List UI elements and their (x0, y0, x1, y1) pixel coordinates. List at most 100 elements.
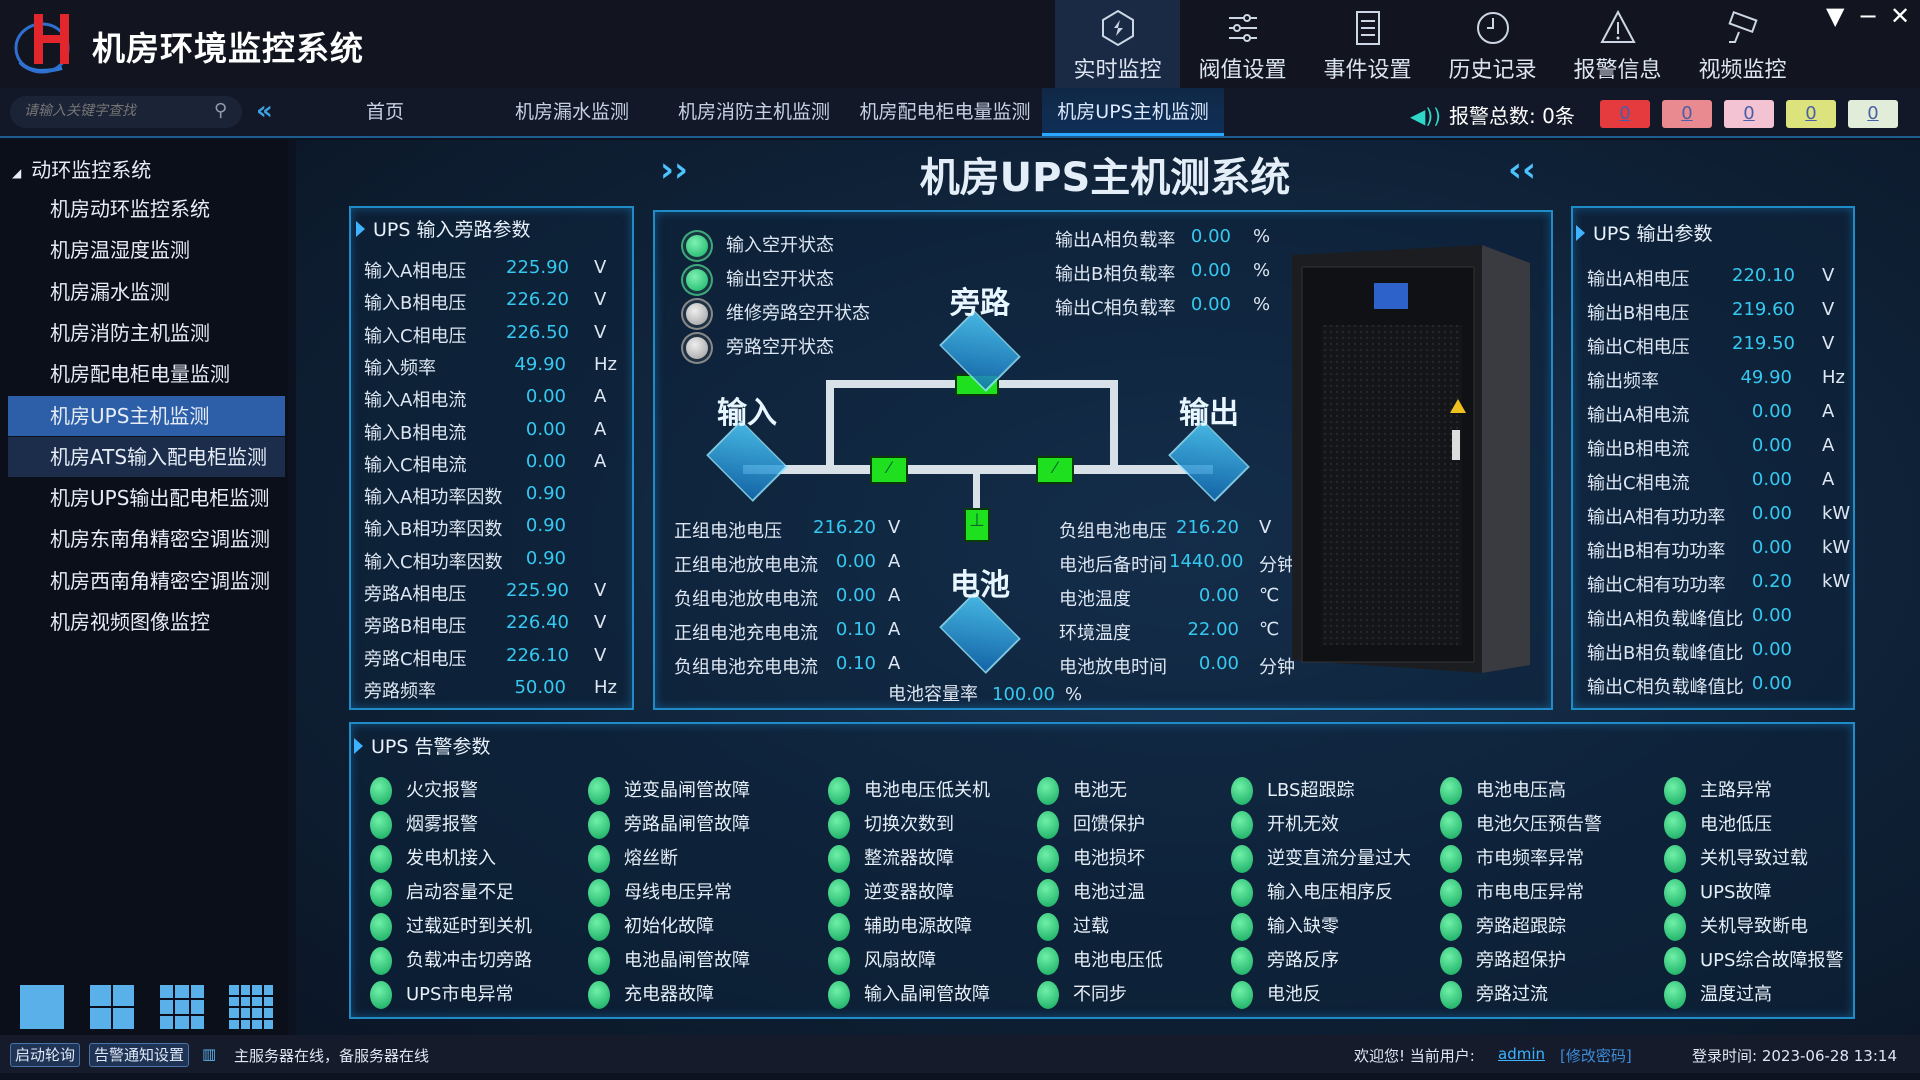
tab-2[interactable]: 机房消防主机监测 (677, 101, 830, 123)
alarm-item: UPS市电异常 (370, 980, 513, 1009)
param-unit: V (1822, 333, 1835, 354)
alarm-label: LBS超跟踪 (1267, 780, 1355, 801)
status-indicator-icon (686, 303, 708, 325)
layout-3x3-icon[interactable] (160, 985, 204, 1029)
param-value: 219.60 (1732, 299, 1795, 320)
layout-1x1-icon[interactable] (20, 985, 64, 1029)
sidebar-item[interactable]: 机房配电柜电量监测 (50, 362, 230, 387)
alarm-label: 旁路晶闸管故障 (624, 814, 750, 835)
alarm-item: 熔丝断 (588, 844, 678, 873)
collapse-sidebar-icon[interactable]: « (256, 96, 273, 126)
topnav-sliders[interactable]: 阀值设置 (1180, 0, 1305, 88)
tab-3[interactable]: 机房配电柜电量监测 (859, 101, 1031, 123)
param-value: 0.00 (1751, 639, 1792, 660)
alarm-notify-settings-button[interactable]: 告警通知设置 (89, 1043, 190, 1067)
minimize-button[interactable]: − (1858, 2, 1879, 30)
start-polling-button[interactable]: 启动轮询 (10, 1043, 81, 1067)
topnav-camera[interactable]: 视频监控 (1680, 0, 1805, 88)
param-unit: A (594, 418, 607, 440)
sidebar-item[interactable]: 机房UPS主机监测 (8, 395, 285, 436)
title-arrow-left-icon: ‹‹ (1508, 150, 1537, 190)
status-indicator-icon (686, 235, 708, 257)
breaker-status: 维修旁路空开状态 (686, 299, 870, 325)
sidebar-item[interactable]: 机房温湿度监测 (50, 238, 190, 263)
alarm-level-count-3[interactable]: 0 (1786, 100, 1836, 128)
expand-triangle-icon: ◢ (12, 166, 22, 180)
param-value: 0.00 (525, 450, 566, 472)
alarm-item: 市电电压异常 (1440, 878, 1584, 907)
param-value: 0.00 (1751, 469, 1792, 490)
topnav-clock[interactable]: 历史记录 (1430, 0, 1555, 88)
layout-2x2-icon[interactable] (90, 985, 134, 1029)
param-value: 0.00 (1751, 503, 1792, 524)
sidebar-item[interactable]: 机房漏水监测 (50, 279, 170, 304)
sidebar-item[interactable]: 机房动环监控系统 (50, 197, 210, 221)
param-unit: V (594, 612, 607, 634)
alarm-level-count-0[interactable]: 0 (1600, 100, 1650, 128)
topnav-warning[interactable]: 报警信息 (1555, 0, 1680, 88)
param-row: 旁路C相电压 226.10 V (364, 645, 606, 671)
alarm-item: 关机导致断电 (1664, 912, 1808, 941)
search-input[interactable] (24, 102, 204, 118)
alarm-status-indicator-icon (1231, 777, 1253, 805)
node-bypass: 旁路 (925, 278, 1035, 392)
param-unit: Hz (1822, 367, 1845, 388)
param-unit: A (888, 551, 901, 572)
param-unit: A (888, 653, 901, 674)
welcome-text: 欢迎您! 当前用户: (1354, 1047, 1475, 1065)
node-output-label: 输出 (1179, 396, 1239, 431)
tab-1[interactable]: 机房漏水监测 (514, 101, 629, 123)
param-label: 输入C相电流 (364, 454, 467, 476)
tab-0[interactable]: 首页 (365, 101, 404, 123)
battery-capacity: 电池容量率 100.00% (888, 680, 1082, 706)
sidebar-item[interactable]: 机房ATS输入配电柜监测 (8, 436, 285, 477)
param-row: 旁路A相电压 225.90 V (364, 580, 606, 606)
menu-dropdown-button[interactable]: ▼ (1826, 2, 1845, 30)
param-unit: % (1253, 294, 1271, 315)
tree-root[interactable]: ◢ 动环监控系统 (12, 154, 151, 183)
alarm-label: 电池无 (1073, 780, 1127, 801)
alarm-status-indicator-icon (1664, 811, 1686, 839)
alarm-status-indicator-icon (588, 947, 610, 975)
alarm-item: UPS故障 (1664, 878, 1771, 907)
alarm-item: 过载 (1037, 912, 1109, 941)
node-bypass-label: 旁路 (950, 286, 1010, 321)
battery-param-row: 环境温度 22.00 ℃ (1059, 619, 1279, 645)
alarm-item: LBS超跟踪 (1231, 776, 1355, 805)
sidebar-item[interactable]: 机房消防主机监测 (50, 320, 210, 345)
alarm-level-count-4[interactable]: 0 (1848, 100, 1898, 128)
alarm-status-indicator-icon (588, 845, 610, 873)
alarm-level-count-1[interactable]: 0 (1662, 100, 1712, 128)
alarm-level-count-2[interactable]: 0 (1724, 100, 1774, 128)
ups-alarm-panel-title: UPS 告警参数 (354, 732, 490, 759)
topnav-label: 实时监控 (1073, 58, 1162, 83)
param-label: 输入A相电流 (364, 390, 467, 412)
topnav-document[interactable]: 事件设置 (1305, 0, 1430, 88)
sidebar-item[interactable]: 机房东南角精密空调监测 (50, 527, 270, 552)
change-password-link[interactable]: [修改密码] (1560, 1047, 1632, 1065)
sidebar-item[interactable]: 机房视频图像监控 (50, 610, 210, 634)
battery-param-row: 负组电池充电电流 0.10 A (674, 653, 900, 679)
alarm-label: 电池电压低 (1073, 950, 1163, 971)
param-value: 0.00 (1198, 585, 1239, 606)
alarm-label: 火灾报警 (406, 780, 478, 801)
close-button[interactable]: ✕ (1890, 2, 1911, 30)
current-user-link[interactable]: admin (1498, 1045, 1545, 1063)
search-icon[interactable]: ⚲ (214, 100, 228, 121)
param-unit: Hz (594, 676, 617, 698)
sidebar-item[interactable]: 机房UPS输出配电柜监测 (50, 486, 270, 511)
param-label: 输出A相电流 (1587, 405, 1690, 426)
param-value: 226.40 (506, 612, 569, 634)
search-box[interactable]: ⚲ (10, 96, 242, 128)
topnav-realtime-monitor[interactable]: 实时监控 (1055, 0, 1180, 88)
alarm-label: 启动容量不足 (406, 882, 514, 903)
alarm-label: 逆变晶闸管故障 (624, 780, 750, 801)
sidebar-item[interactable]: 机房西南角精密空调监测 (50, 568, 270, 593)
topnav-label: 事件设置 (1323, 58, 1412, 83)
param-value: 0.90 (525, 483, 566, 505)
alarm-label: UPS市电异常 (406, 984, 514, 1005)
layout-4x4-icon[interactable] (229, 985, 273, 1029)
page-title: 机房UPS主机测系统 (919, 155, 1291, 201)
tab-4[interactable]: 机房UPS主机监测 (1042, 88, 1224, 136)
param-value: 0.90 (525, 547, 566, 569)
